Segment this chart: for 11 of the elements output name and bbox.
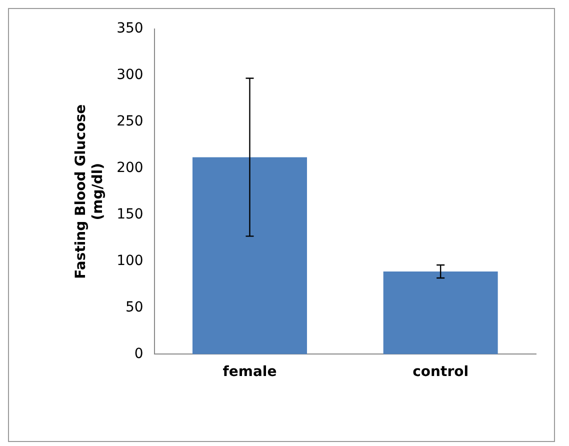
- y-tick-label: 350: [116, 20, 144, 37]
- y-tick-label: 200: [116, 160, 144, 176]
- y-tick-label: 100: [116, 252, 144, 269]
- y-tick-label: 0: [134, 346, 144, 362]
- y-tick-label: 250: [116, 114, 144, 130]
- y-tick-label: 300: [116, 67, 144, 84]
- y-axis-title: Fasting Blood Glucose (mg/dl): [73, 104, 106, 279]
- x-tick-label: control: [412, 364, 469, 380]
- y-tick-label: 50: [125, 299, 144, 316]
- x-tick-label: female: [222, 364, 277, 380]
- y-tick-label: 150: [116, 206, 144, 222]
